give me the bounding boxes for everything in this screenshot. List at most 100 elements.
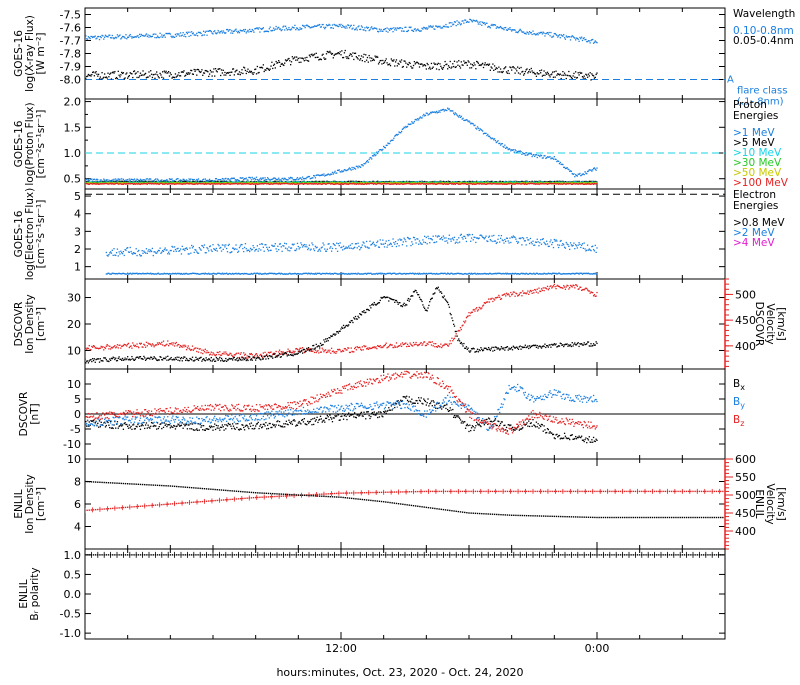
data-point [578,41,579,42]
data-point [378,151,379,152]
data-point [595,170,596,171]
data-point [278,60,279,61]
data-point [297,28,298,29]
data-point [352,52,353,53]
data-point [445,24,446,25]
data-point [531,32,532,33]
data-point [289,178,290,179]
data-point [573,73,574,74]
data-point [272,68,273,69]
data-point [419,118,420,119]
data-point [341,50,342,51]
data-point [387,31,388,32]
data-point [526,152,527,153]
data-point [466,62,467,63]
data-point [344,52,345,53]
data-point [96,74,97,75]
data-point [299,57,300,58]
data-point [147,76,148,77]
data-point [538,73,539,74]
data-point [198,178,199,179]
data-point [252,74,253,75]
data-point [235,29,236,30]
data-point [527,72,528,73]
data-point [446,64,447,65]
data-point [536,76,537,77]
data-point [590,79,591,80]
data-point [300,62,301,63]
data-point [500,68,501,69]
data-point [147,34,148,35]
data-point [242,30,243,31]
data-point [347,56,348,57]
data-point [355,53,356,54]
data-point [275,28,276,29]
data-point [415,28,416,29]
data-point [548,34,549,35]
data-point [94,75,95,76]
data-point [405,62,406,63]
data-point [322,24,323,25]
data-point [140,36,141,37]
y-tick-label: 1.5 [64,121,82,134]
data-point [431,63,432,64]
data-point [482,130,483,131]
data-point [514,30,515,31]
data-point [170,33,171,34]
data-point [507,147,508,148]
data-point [563,34,564,35]
y-tick-label: 1 [74,261,81,274]
data-point [541,32,542,33]
data-point [368,61,369,62]
data-point [495,25,496,26]
data-point [467,60,468,61]
data-point [459,22,460,23]
data-point [326,53,327,54]
data-point [244,67,245,68]
data-point [158,76,159,77]
data-point [112,35,113,36]
data-point [202,75,203,76]
data-point [386,27,387,28]
data-point [176,36,177,37]
data-point [398,64,399,65]
data-point [228,30,229,31]
data-point [351,54,352,55]
data-point [152,77,153,78]
data-point [364,27,365,28]
data-point [252,30,253,31]
data-point [500,26,501,27]
data-point [361,25,362,26]
data-point [421,117,422,118]
data-point [507,30,508,31]
data-point [485,24,486,25]
data-point [556,35,557,36]
data-point [371,158,372,159]
data-point [323,57,324,58]
data-point [386,31,387,32]
panel-frame [85,8,725,99]
data-point [439,26,440,27]
data-point [550,32,551,33]
data-point [468,61,469,62]
data-point [139,34,140,35]
data-point [107,73,108,74]
data-point [275,178,276,179]
data-point [245,29,246,30]
data-point [403,66,404,67]
data-point [541,155,542,156]
data-point [111,252,112,253]
data-point [522,71,523,72]
data-point [502,71,503,72]
data-point [107,255,108,256]
data-point [217,30,218,31]
data-point [187,74,188,75]
data-point [570,39,571,40]
data-point [410,26,411,27]
data-point [536,154,537,155]
data-point [272,30,273,31]
data-point [523,74,524,75]
data-point [493,70,494,71]
data-point [149,75,150,76]
